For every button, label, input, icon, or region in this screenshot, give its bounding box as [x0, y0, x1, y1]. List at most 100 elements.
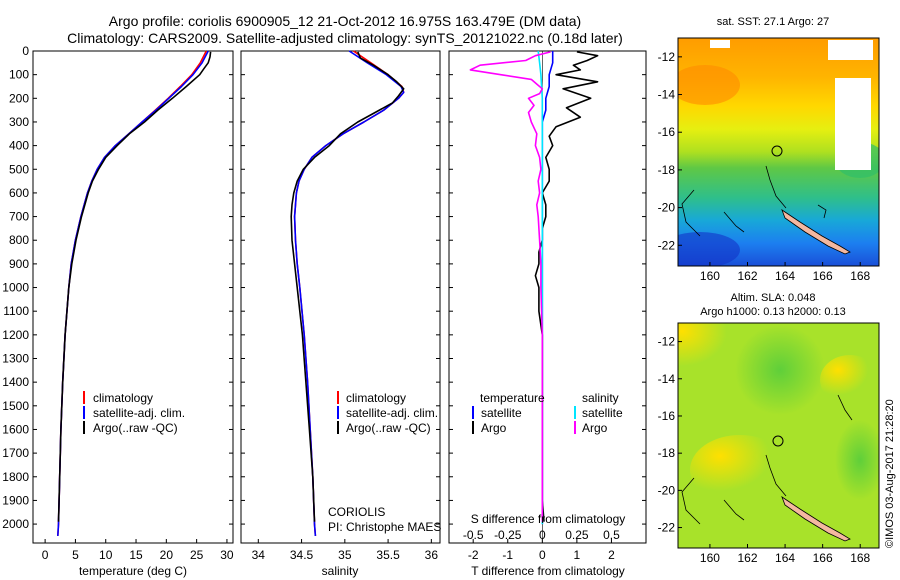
lon-tick-label: 168 — [850, 551, 870, 565]
difference-panel-frame — [448, 50, 647, 544]
depth-tick-label: 1000 — [2, 281, 29, 295]
lon-tick-label: 164 — [775, 269, 795, 283]
difference-xlabel-top: S difference from climatology — [471, 512, 626, 526]
sla-map: Altim. SLA: 0.048 Argo h1000: 0.13 h2000… — [658, 292, 880, 565]
sla-map-frame — [677, 322, 880, 549]
sst-map: sat. SST: 27.1 Argo: 27 -12-14-16-18-20-… — [658, 16, 880, 283]
legend-climatology-label: climatology — [346, 391, 406, 405]
x-tick-label: 0 — [539, 548, 546, 562]
depth-tick-label: 100 — [9, 68, 29, 82]
sla-low-patch — [735, 325, 825, 415]
depth-tick-label: 1100 — [3, 304, 29, 318]
depth-tick-label: 600 — [9, 186, 29, 200]
sla-high-patch — [678, 323, 745, 380]
lon-tick-label: 166 — [813, 269, 833, 283]
sla-high-patch — [820, 355, 879, 405]
depth-tick-label: 1300 — [2, 352, 29, 366]
legend-s-satellite-label: satellite — [582, 406, 623, 420]
legend-satellite-label: satellite-adj. clim. — [93, 406, 185, 420]
argo-line — [290, 51, 405, 522]
x-tick-label: 2 — [608, 548, 615, 562]
lat-tick-label: -22 — [658, 521, 676, 535]
s-diff-tick-label: -0.5 — [463, 528, 484, 542]
lat-tick-label: -20 — [658, 483, 676, 497]
reef-contour — [681, 165, 827, 237]
lon-tick-label: 168 — [850, 269, 870, 283]
lon-tick-label: 162 — [737, 551, 757, 565]
depth-tick-label: 1700 — [2, 446, 29, 460]
x-tick-label: 0 — [42, 548, 49, 562]
climatology-line — [57, 50, 208, 536]
t-argo-diff-line — [534, 51, 599, 522]
temperature-plot: 0 5 10 15 20 25 30 — [33, 50, 234, 562]
s-argo-diff-line — [469, 51, 551, 522]
depth-axis: 0 100 200 300 400 500 600 700 800 900 1000 1100 1200… — [2, 44, 29, 531]
x-tick-label: -2 — [468, 548, 479, 562]
sst-cloud-mask — [710, 40, 730, 48]
x-tick-label: 20 — [160, 548, 174, 562]
x-tick-label: 30 — [220, 548, 234, 562]
s-satellite-diff-line — [537, 50, 544, 525]
depth-tick-label: 2000 — [2, 517, 29, 531]
legend-satellite-label: satellite-adj. clim. — [346, 406, 438, 420]
legend-t-satellite-label: satellite — [481, 406, 522, 420]
difference-legend: temperature salinity satellite Argo sate… — [472, 391, 623, 435]
reef-contour — [681, 394, 853, 525]
s-diff-tick-label: -0.25 — [494, 528, 522, 542]
x-tick-label: 10 — [99, 548, 113, 562]
depth-tick-label: 1800 — [2, 470, 29, 484]
difference-xlabel: T difference from climatology — [471, 564, 625, 578]
lon-tick-label: 164 — [775, 551, 795, 565]
x-tick-label: 34 — [252, 548, 266, 562]
argo-line — [57, 51, 212, 522]
sla-map-axes: -12 -14 -16 -18 -20 -22 160 162 164 166 168 — [658, 335, 871, 565]
new-caledonia-island — [781, 208, 851, 255]
temperature-panel-frame — [32, 50, 234, 544]
depth-tick-label: 400 — [9, 139, 29, 153]
temperature-xlabel: temperature (deg C) — [79, 564, 187, 578]
title-line-2: Climatology: CARS2009. Satellite-adjuste… — [67, 30, 623, 46]
x-tick-label: 35.5 — [376, 548, 400, 562]
footer-credit: ©IMOS 03-Aug-2017 21:28:20 — [884, 399, 896, 548]
depth-tick-label: 0 — [22, 44, 29, 58]
temperature-legend: climatology satellite-adj. clim. Argo(..… — [83, 391, 185, 435]
salinity-panel-frame — [240, 50, 441, 544]
sst-cold-patch — [678, 232, 740, 266]
depth-tick-label: 1600 — [2, 422, 29, 436]
lat-tick-label: -22 — [658, 238, 676, 252]
legend-climatology-label: climatology — [93, 391, 153, 405]
legend-temperature-header: temperature — [480, 391, 545, 405]
climatology-line — [293, 50, 405, 536]
depth-tick-label: 500 — [9, 162, 29, 176]
depth-tick-label: 900 — [9, 257, 29, 271]
sst-warm-patch — [678, 65, 740, 105]
x-tick-label: 25 — [190, 548, 204, 562]
sla-low-patch — [835, 420, 879, 500]
x-tick-label: -1 — [502, 548, 513, 562]
x-tick-label: 34.5 — [290, 548, 314, 562]
sst-map-axes: -12 -14 -16 -18 -20 -22 160 162 164 166 168 — [658, 50, 871, 283]
lat-tick-label: -12 — [658, 50, 676, 64]
x-tick-label: 35 — [338, 548, 352, 562]
legend-salinity-header: salinity — [582, 391, 619, 405]
lon-tick-label: 160 — [700, 269, 720, 283]
x-tick-label: 15 — [129, 548, 143, 562]
title-line-1: Argo profile: coriolis 6900905_12 21-Oct… — [109, 13, 581, 29]
satellite-clim-line — [293, 50, 405, 536]
legend-argo-label: Argo(..raw -QC) — [346, 421, 431, 435]
s-diff-tick-label: 0.5 — [603, 528, 620, 542]
sst-cloud-mask — [835, 78, 871, 170]
depth-tick-label: 200 — [9, 91, 29, 105]
sla-float-marker — [772, 435, 784, 447]
sst-cloud-mask — [828, 40, 873, 60]
credit-center: CORIOLIS — [328, 505, 385, 519]
sla-high-patch — [690, 435, 790, 505]
x-tick-label: 5 — [72, 548, 79, 562]
salinity-xlabel: salinity — [322, 564, 359, 578]
legend-s-argo-label: Argo — [582, 421, 608, 435]
sst-map-frame — [677, 37, 880, 267]
lat-tick-label: -16 — [658, 409, 676, 423]
lon-tick-label: 160 — [700, 551, 720, 565]
depth-tick-label: 300 — [9, 115, 29, 129]
depth-tick-label: 1200 — [2, 328, 29, 342]
